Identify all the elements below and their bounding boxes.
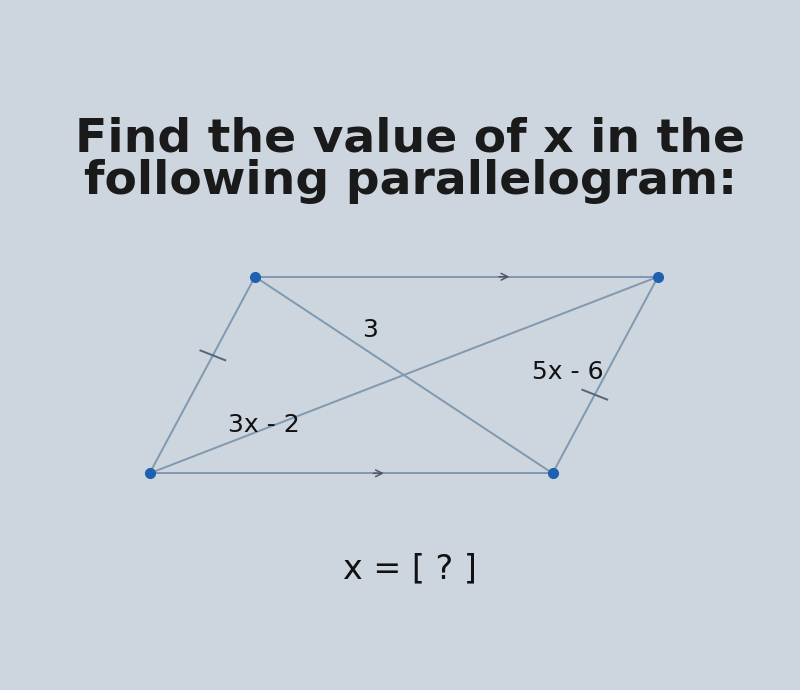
Text: 5x - 6: 5x - 6 (532, 360, 604, 384)
Text: following parallelogram:: following parallelogram: (83, 159, 737, 204)
Text: 3x - 2: 3x - 2 (229, 413, 300, 437)
Text: x = [ ? ]: x = [ ? ] (343, 553, 477, 585)
Text: 3: 3 (362, 318, 378, 342)
Text: Find the value of x in the: Find the value of x in the (75, 116, 745, 161)
